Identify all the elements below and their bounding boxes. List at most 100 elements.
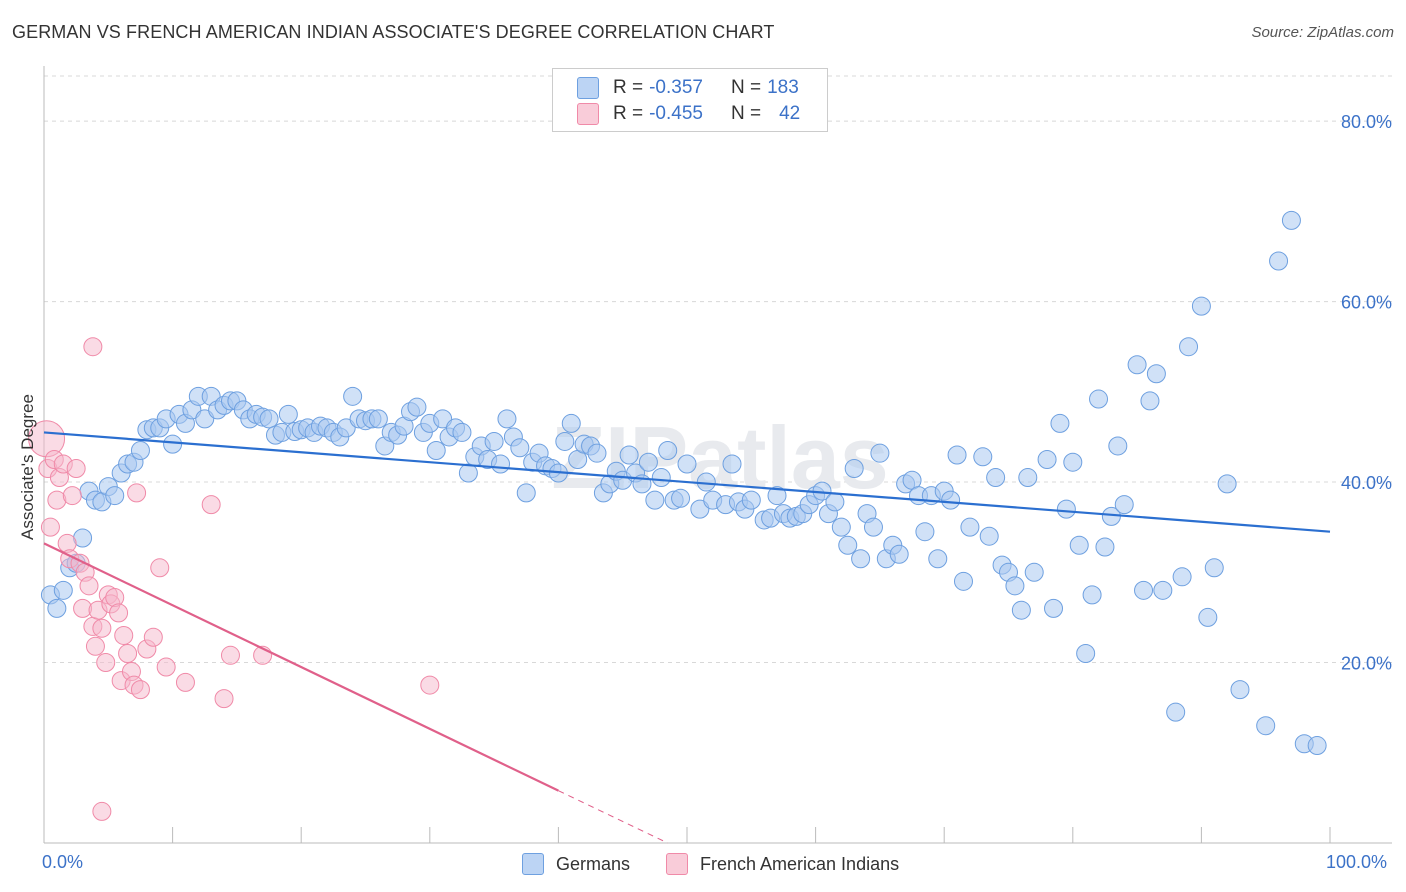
germans-point [452, 422, 472, 442]
germans-point [671, 488, 691, 508]
y-tick-labels: 20.0% 40.0% 60.0% 80.0% [1341, 112, 1392, 673]
french-point [92, 618, 112, 638]
germans-point [497, 409, 517, 429]
germans-point [863, 517, 883, 537]
germans-point [1044, 598, 1064, 618]
n-label: N = [730, 77, 762, 98]
germans-point [1172, 567, 1192, 587]
french-point [150, 558, 170, 578]
french-legend-swatch [666, 853, 688, 875]
germans-point [677, 454, 697, 474]
germans-point [619, 445, 639, 465]
legend-item-french: French American Indians [666, 852, 899, 876]
legend-row-germans: R = -0.357 N = 183 [577, 77, 799, 99]
french-point [114, 625, 134, 645]
germans-legend-swatch [522, 853, 544, 875]
chart-title: GERMAN VS FRENCH AMERICAN INDIAN ASSOCIA… [12, 22, 775, 42]
germans-point [1140, 391, 1160, 411]
germans-point [741, 490, 761, 510]
french-point [62, 486, 82, 506]
germans-point [1011, 600, 1031, 620]
french-points [28, 337, 440, 821]
germans-point [1230, 680, 1250, 700]
germans-swatch [577, 77, 599, 99]
germans-point [979, 526, 999, 546]
germans-point [1146, 364, 1166, 384]
germans-point [510, 438, 530, 458]
r-label: R = [613, 103, 644, 124]
french-point [214, 689, 234, 709]
r-value: -0.455 [649, 103, 703, 124]
germans-points [40, 210, 1327, 756]
germans-point [645, 490, 665, 510]
legend-item-germans: Germans [522, 852, 630, 876]
germans-point [1056, 499, 1076, 519]
germans-point [1005, 576, 1025, 596]
y-tick-label: 80.0% [1341, 112, 1392, 132]
french-point [220, 645, 240, 665]
germans-point [1037, 450, 1057, 469]
germans-point [516, 483, 536, 503]
n-value: 183 [767, 77, 799, 98]
germans-point [1108, 436, 1128, 456]
french-point [40, 517, 60, 537]
germans-point [587, 443, 607, 463]
germans-point [1269, 251, 1289, 271]
french-point [130, 680, 150, 700]
germans-point [368, 409, 388, 429]
germans-point [47, 598, 67, 618]
germans-point [1217, 474, 1237, 494]
germans-point [1095, 537, 1115, 557]
germans-point [851, 549, 871, 569]
germans-point [491, 454, 511, 474]
germans-point [1198, 607, 1218, 627]
germans-point [1307, 736, 1327, 756]
germans-point [960, 517, 980, 537]
french-point [201, 495, 221, 515]
germans-point [928, 549, 948, 569]
french-point [92, 801, 112, 821]
germans-point [1191, 296, 1211, 316]
germans-point [1082, 585, 1102, 605]
germans-point [1069, 535, 1089, 555]
germans-point [1134, 580, 1154, 600]
germans-point [1050, 413, 1070, 433]
x-tick-label-min: 0.0% [42, 852, 84, 872]
n-value: 42 [779, 103, 801, 124]
germans-point [825, 492, 845, 512]
germans-point [195, 409, 215, 429]
germans-point [343, 386, 363, 406]
germans-point [953, 571, 973, 591]
y-tick-label: 40.0% [1341, 473, 1392, 493]
germans-point [947, 445, 967, 465]
germans-point [658, 440, 678, 460]
germans-point [163, 434, 183, 454]
germans-point [407, 397, 427, 417]
germans-point [1089, 389, 1109, 409]
germans-point [767, 486, 787, 506]
germans-point [973, 447, 993, 467]
french-point [79, 576, 99, 596]
germans-point [844, 459, 864, 479]
germans-point [1024, 562, 1044, 582]
germans-point [1127, 355, 1147, 375]
germans-point [831, 517, 851, 537]
germans-legend-label: Germans [556, 853, 631, 874]
chart-source: Source: ZipAtlas.com [1251, 24, 1394, 41]
germans-point [130, 440, 150, 460]
y-tick-label: 20.0% [1341, 654, 1392, 674]
legend-row-french: R = -0.455 N = 42 [577, 103, 800, 125]
germans-trend-line [43, 431, 1331, 533]
french-point [127, 483, 147, 503]
germans-point [1018, 468, 1038, 488]
germans-point [651, 468, 671, 488]
french-point [143, 627, 163, 647]
germans-point [638, 452, 658, 472]
germans-point [259, 409, 279, 429]
correlation-legend: R = -0.357 N = 183 R = -0.455 N = 42 [552, 68, 828, 132]
french-legend-label: French American Indians [700, 853, 900, 874]
germans-point [1153, 580, 1173, 600]
trend-lines [43, 431, 1331, 844]
germans-point [915, 522, 935, 542]
germans-point [484, 431, 504, 451]
